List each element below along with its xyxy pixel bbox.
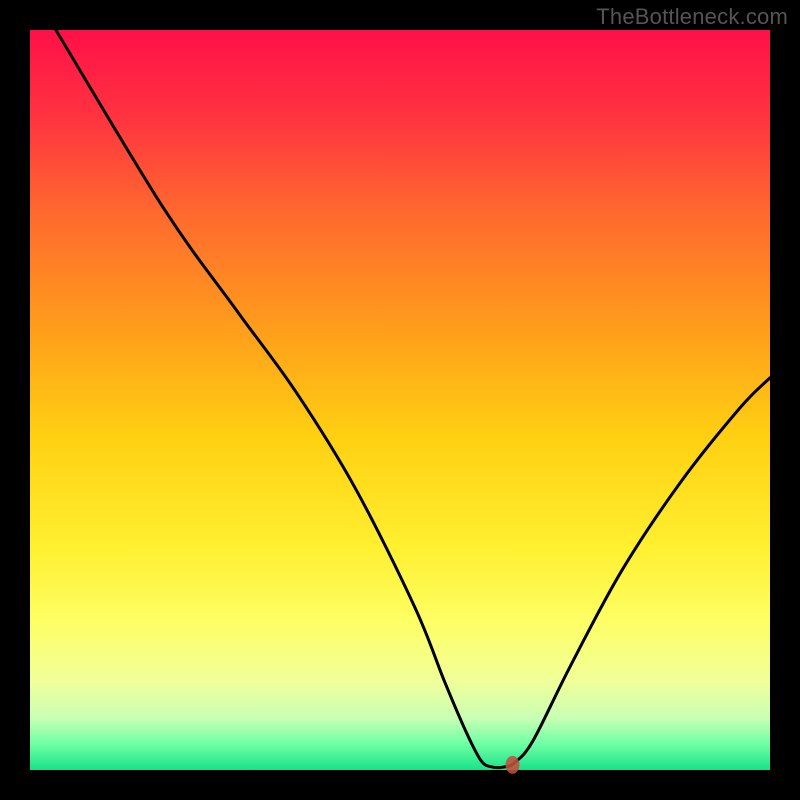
optimal-marker — [505, 756, 519, 774]
watermark-text: TheBottleneck.com — [596, 4, 788, 30]
bottleneck-curve-chart — [0, 0, 800, 800]
gradient-background — [30, 30, 770, 770]
chart-frame: TheBottleneck.com — [0, 0, 800, 800]
